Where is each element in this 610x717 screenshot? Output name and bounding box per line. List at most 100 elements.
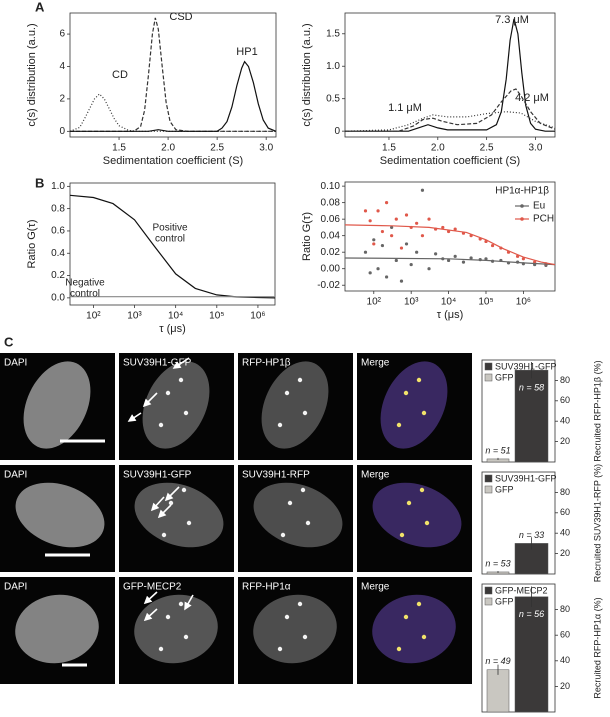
data-point [461, 260, 466, 264]
y-tick-label: 0.6 [51, 226, 65, 237]
y-tick-label: 60 [560, 395, 570, 405]
y-tick-label: 1.0 [326, 61, 340, 72]
panel-label: B [35, 175, 44, 190]
image-label: Merge [361, 470, 390, 481]
x-tick-label: 2.0 [161, 143, 175, 154]
focus [158, 646, 164, 652]
image-label: SUV39H1-GFP [123, 358, 192, 369]
y-tick-label: 40 [560, 655, 570, 665]
data-point [415, 221, 419, 225]
data-point [446, 229, 451, 234]
focus [302, 634, 308, 640]
focus [421, 634, 427, 640]
focus [424, 520, 430, 526]
nucleus [134, 482, 224, 548]
nucleus [372, 594, 456, 664]
focus [399, 532, 405, 538]
y-axis-label: Ratio G(τ) [301, 212, 313, 261]
x-axis-label: τ (μs) [437, 309, 464, 321]
annotation: HP1 [236, 46, 257, 58]
x-tick-label: 10⁶ [250, 311, 265, 322]
data-point [521, 257, 525, 261]
y-tick-label: 6 [59, 29, 65, 40]
y-axis-label: Ratio G(τ) [26, 220, 38, 269]
x-tick-label: 10⁵ [209, 311, 224, 322]
data-point [409, 262, 413, 267]
nucleus [134, 594, 218, 664]
focus [302, 410, 308, 416]
legend-label: SUV39H1-GFP [495, 361, 557, 371]
focus [421, 410, 427, 416]
data-point [484, 257, 488, 261]
data-point [372, 242, 376, 246]
plot-frame [344, 12, 556, 138]
annotation: CD [112, 69, 128, 81]
legend-swatch [484, 597, 493, 606]
data-point [399, 246, 404, 250]
x-tick-label: 10⁶ [516, 297, 531, 308]
focus [406, 500, 412, 506]
focus [297, 601, 303, 607]
focus [183, 634, 189, 640]
y-tick-label: 80 [560, 487, 570, 497]
focus [284, 390, 290, 396]
nucleus [261, 361, 329, 449]
data-point [368, 219, 372, 223]
n-label: n = 56 [519, 609, 544, 619]
x-tick-label: 10² [86, 311, 101, 322]
x-axis-label: Sedimentation coefficient (S) [380, 155, 520, 167]
y-tick-label: 4 [59, 61, 65, 72]
nucleus [380, 361, 448, 449]
arrow [164, 486, 180, 502]
y-tick-label: 0.5 [326, 93, 340, 104]
chart-title: HP1α-HP1β [495, 186, 549, 197]
image-label: DAPI [4, 470, 27, 481]
data-point [363, 209, 368, 213]
data-point [390, 234, 394, 238]
focus [284, 614, 290, 620]
nucleus [15, 482, 105, 548]
data-point [380, 243, 385, 248]
focus [168, 500, 174, 506]
annotation: 7.3 μM [495, 14, 529, 26]
legend-label: Eu [533, 201, 545, 212]
legend-label: GFP [495, 372, 514, 382]
y-tick-label: 20 [560, 436, 570, 446]
y-tick-label: 40 [560, 416, 570, 426]
y-tick-label: 0.04 [321, 230, 341, 241]
legend-swatch [484, 362, 493, 371]
data-line [344, 257, 556, 266]
y-tick-label: 1.5 [326, 28, 340, 39]
y-tick-label: 0.02 [321, 247, 341, 258]
bar [514, 369, 549, 463]
annotation: 4.2 μM [515, 92, 549, 104]
focus [297, 377, 303, 383]
focus [280, 532, 286, 538]
x-tick-label: 2.5 [480, 143, 494, 154]
plot-frame [69, 182, 276, 306]
y-tick-label: 1.0 [51, 181, 65, 192]
focus [403, 390, 409, 396]
focus [158, 422, 164, 428]
y-axis-label: Recruited SUV39H1-RFP (%) [592, 464, 602, 582]
focus [416, 377, 422, 383]
data-point [380, 229, 385, 234]
nucleus [253, 594, 337, 664]
data-point [446, 258, 451, 263]
data-point [453, 254, 457, 258]
legend-label: GFP-MECP2 [495, 585, 548, 595]
plot-frame [344, 181, 556, 292]
y-axis-label: Recruited RFP-HP1α (%) [592, 597, 602, 698]
n-label: n = 33 [519, 530, 544, 540]
data-point [376, 209, 380, 213]
legend-label: PCH [533, 214, 554, 225]
y-tick-label: 0.2 [51, 270, 65, 281]
x-axis-label: Sedimentation coefficient (S) [103, 155, 243, 167]
focus [186, 520, 192, 526]
data-line [344, 224, 556, 266]
y-tick-label: 0.08 [321, 197, 341, 208]
legend-swatch [484, 485, 493, 494]
x-tick-label: 10² [367, 297, 382, 308]
image-label: RFP-HP1α [242, 582, 291, 593]
data-point [420, 188, 425, 192]
